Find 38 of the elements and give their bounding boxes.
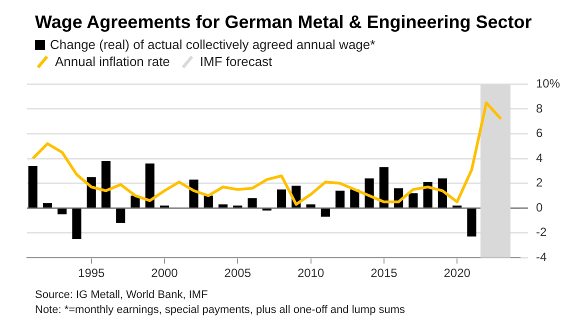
legend-label: Annual inflation rate [55, 54, 170, 69]
legend-label: IMF forecast [200, 54, 272, 69]
x-tick-label: 2005 [224, 266, 252, 280]
bar [42, 203, 52, 208]
y-tick-label: -4 [536, 250, 547, 264]
bar [145, 163, 154, 208]
y-tick-label: -2 [536, 225, 547, 240]
bar [306, 204, 316, 208]
bar [218, 204, 228, 208]
bar [467, 208, 476, 237]
bar [379, 167, 388, 208]
chart-title: Wage Agreements for German Metal & Engineering Sector [34, 11, 533, 34]
y-tick-label: 0 [536, 200, 543, 214]
y-tick-label: 2 [536, 176, 543, 190]
bar [204, 196, 213, 208]
x-tick-label: 2000 [151, 266, 178, 280]
y-tick-label: 6 [536, 126, 543, 140]
bar [116, 208, 126, 223]
text: Note: *=monthly earnings, special payments, plus all one-off and lump sums [35, 303, 406, 318]
bar [408, 193, 418, 208]
bar [72, 208, 82, 240]
legend-label: Change (real) of actual collectively agreed annual wage* [50, 37, 376, 52]
bar [320, 208, 330, 217]
bar [28, 166, 38, 208]
x-tick-label: 2020 [444, 266, 471, 280]
x-tick-label: 2010 [297, 266, 324, 280]
y-tick-label: 10% [536, 76, 560, 91]
y-tick-label: 4 [536, 150, 543, 165]
bar [248, 198, 257, 208]
source-note: Source: IG Metall, World Bank, IMF [35, 288, 209, 303]
bar [277, 189, 286, 208]
bar [336, 190, 345, 208]
y-tick-label: 8 [536, 101, 543, 116]
x-tick-label: 2015 [370, 266, 398, 280]
bar [101, 160, 111, 208]
bar [58, 208, 67, 214]
x-tick-label: 1995 [78, 266, 106, 280]
bar [350, 189, 360, 208]
